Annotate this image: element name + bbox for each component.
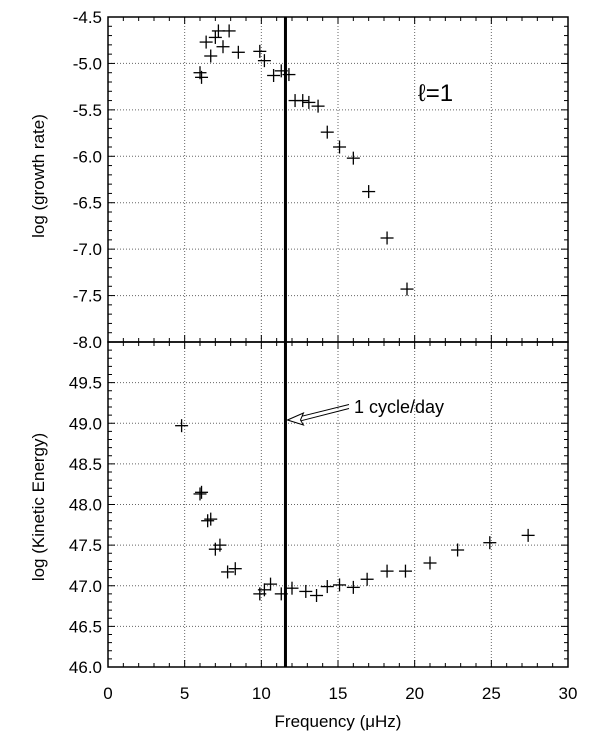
top-y-tick-label: -5.5 bbox=[73, 101, 102, 120]
x-tick-label: 10 bbox=[252, 684, 271, 703]
top-data-point bbox=[333, 140, 347, 154]
x-tick-label: 20 bbox=[405, 684, 424, 703]
x-tick-label: 5 bbox=[180, 684, 189, 703]
top-data-point bbox=[346, 151, 360, 165]
bottom-data-point bbox=[204, 512, 218, 526]
x-tick-label: 0 bbox=[103, 684, 112, 703]
kinetic-energy-panel: 46.0 46.5 47.0 47.5 48.0 48.5 49.0 49.5 0 5 10 15 20… bbox=[69, 341, 578, 703]
annotation-arrow bbox=[286, 404, 350, 426]
top-data-point bbox=[204, 49, 218, 63]
top-data-point bbox=[362, 185, 376, 199]
top-y-tick-label: -7.0 bbox=[73, 240, 102, 259]
top-y-tick-label: -7.5 bbox=[73, 287, 102, 306]
growth-rate-panel: -8.0 -7.5 -7.0 -6.5 -6.0 -5.5 -5.0 -4.5 bbox=[73, 8, 569, 352]
top-y-tick-label: -5.0 bbox=[73, 54, 102, 73]
bottom-data-point bbox=[451, 543, 465, 557]
top-y-tick-label: -6.0 bbox=[73, 147, 102, 166]
bottom-y-tick-label: 46.5 bbox=[69, 617, 102, 636]
overlay bbox=[283, 17, 350, 667]
bottom-data-point bbox=[264, 577, 278, 591]
bottom-data-point bbox=[221, 565, 235, 579]
bottom-y-tick-label: 49.5 bbox=[69, 374, 102, 393]
top-data-point bbox=[253, 44, 267, 58]
top-data-point bbox=[400, 282, 414, 296]
top-data-point bbox=[296, 94, 310, 108]
bottom-data-point bbox=[380, 564, 394, 578]
bottom-y-tick-label: 48.0 bbox=[69, 496, 102, 515]
x-tick-label: 30 bbox=[559, 684, 578, 703]
bottom-data-point bbox=[201, 514, 215, 528]
bottom-data-point bbox=[213, 538, 227, 552]
top-data-point bbox=[267, 69, 281, 82]
bottom-y-axis-title: log (Kinetic Energy) bbox=[29, 433, 48, 581]
bottom-data-point bbox=[521, 528, 535, 542]
bottom-y-tick-label: 47.5 bbox=[69, 536, 102, 555]
x-tick-label: 25 bbox=[482, 684, 501, 703]
top-data-point bbox=[302, 95, 316, 109]
bottom-data-point bbox=[285, 581, 299, 595]
top-data-point bbox=[380, 231, 394, 245]
bottom-data-point bbox=[333, 578, 347, 592]
bottom-data-point bbox=[320, 580, 334, 594]
top-data-point bbox=[216, 40, 230, 54]
top-data-point bbox=[222, 24, 236, 38]
top-data-point bbox=[257, 54, 271, 68]
x-axis-title: Frequency (μHz) bbox=[275, 712, 402, 731]
top-y-tick-label: -6.5 bbox=[73, 194, 102, 213]
bottom-data-point bbox=[310, 589, 324, 602]
top-data-point bbox=[320, 125, 334, 139]
top-y-axis-title: log (growth rate) bbox=[29, 114, 48, 238]
top-data-point bbox=[199, 35, 213, 49]
cycle-per-day-label: 1 cycle/day bbox=[354, 397, 444, 417]
bottom-plot-frame bbox=[107, 341, 569, 668]
ell-annotation: ℓ=1 bbox=[418, 80, 453, 107]
top-y-tick-label: -4.5 bbox=[73, 8, 102, 27]
top-data-point bbox=[208, 30, 222, 44]
bottom-y-tick-label: 46.0 bbox=[69, 658, 102, 677]
bottom-data-point bbox=[257, 583, 271, 597]
bottom-y-tick-label: 49.0 bbox=[69, 414, 102, 433]
bottom-y-tick-label: 47.0 bbox=[69, 577, 102, 596]
bottom-data-point bbox=[299, 584, 313, 598]
x-tick-label: 15 bbox=[329, 684, 348, 703]
bottom-data-point bbox=[398, 564, 412, 578]
bottom-data-point bbox=[228, 562, 242, 576]
bottom-data-point bbox=[195, 485, 209, 499]
top-data-point bbox=[311, 99, 325, 113]
bottom-data-point bbox=[193, 487, 207, 501]
bottom-data-point bbox=[423, 556, 437, 570]
top-data-point bbox=[195, 70, 209, 84]
bottom-data-point bbox=[175, 419, 189, 433]
bottom-y-tick-label: 48.5 bbox=[69, 455, 102, 474]
top-y-tick-label: -8.0 bbox=[73, 333, 102, 352]
top-data-point bbox=[231, 45, 245, 59]
bottom-data-point bbox=[346, 580, 360, 594]
bottom-data-point bbox=[360, 572, 374, 586]
bottom-data-point bbox=[483, 536, 497, 550]
